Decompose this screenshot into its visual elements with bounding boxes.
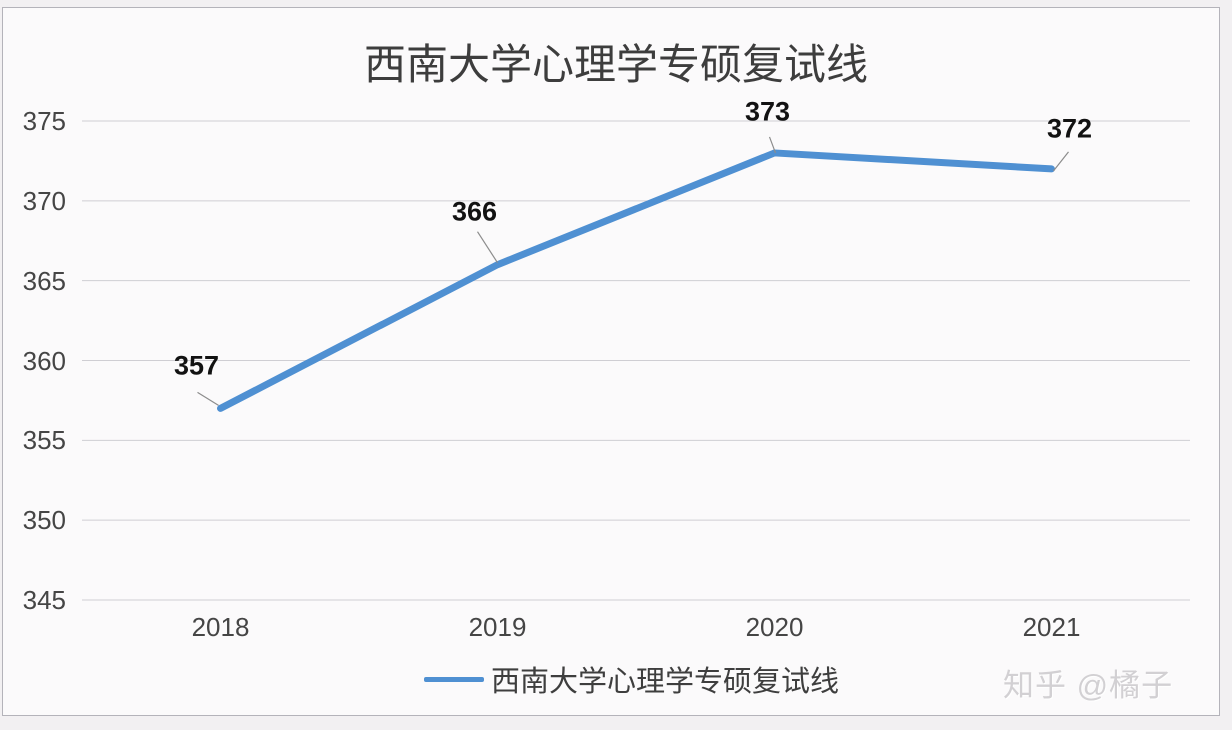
chart-frame-border: [2, 7, 1220, 716]
x-axis-tick-label: 2021: [1022, 612, 1081, 642]
legend-series-label: 西南大学心理学专硕复试线: [491, 666, 840, 698]
legend-line-swatch-icon: [424, 676, 484, 682]
legend: 西南大学心理学专硕复试线: [424, 663, 839, 698]
series-line: [217, 149, 1055, 412]
x-axis-tick-label: 2020: [745, 612, 804, 642]
data-point-label: 357: [173, 350, 220, 381]
data-label-leader-line: [476, 231, 499, 264]
chart-title: 西南大学心理学专硕复试线: [363, 41, 868, 88]
y-axis-tick-label: 375: [22, 106, 66, 136]
y-axis-tick-label: 365: [22, 265, 66, 296]
data-point-label: 372: [1046, 113, 1093, 144]
y-axis-tick-label: 360: [22, 345, 66, 376]
y-axis-tick-label: 350: [22, 505, 66, 536]
data-point-label: 366: [451, 196, 498, 227]
x-axis-tick-label: 2019: [468, 612, 527, 642]
data-label-leader-line: [1053, 151, 1069, 172]
x-axis-tick-label: 2018: [191, 612, 250, 642]
y-axis-tick-label: 370: [22, 185, 66, 216]
data-label-leader-line: [197, 391, 219, 406]
y-axis-tick-label: 355: [22, 425, 66, 456]
watermark-zhihu: 知乎 @橘子: [1003, 668, 1174, 703]
data-point-label: 373: [744, 96, 791, 127]
data-label-leader-line: [768, 136, 777, 154]
y-axis-tick-label: 345: [22, 585, 66, 615]
